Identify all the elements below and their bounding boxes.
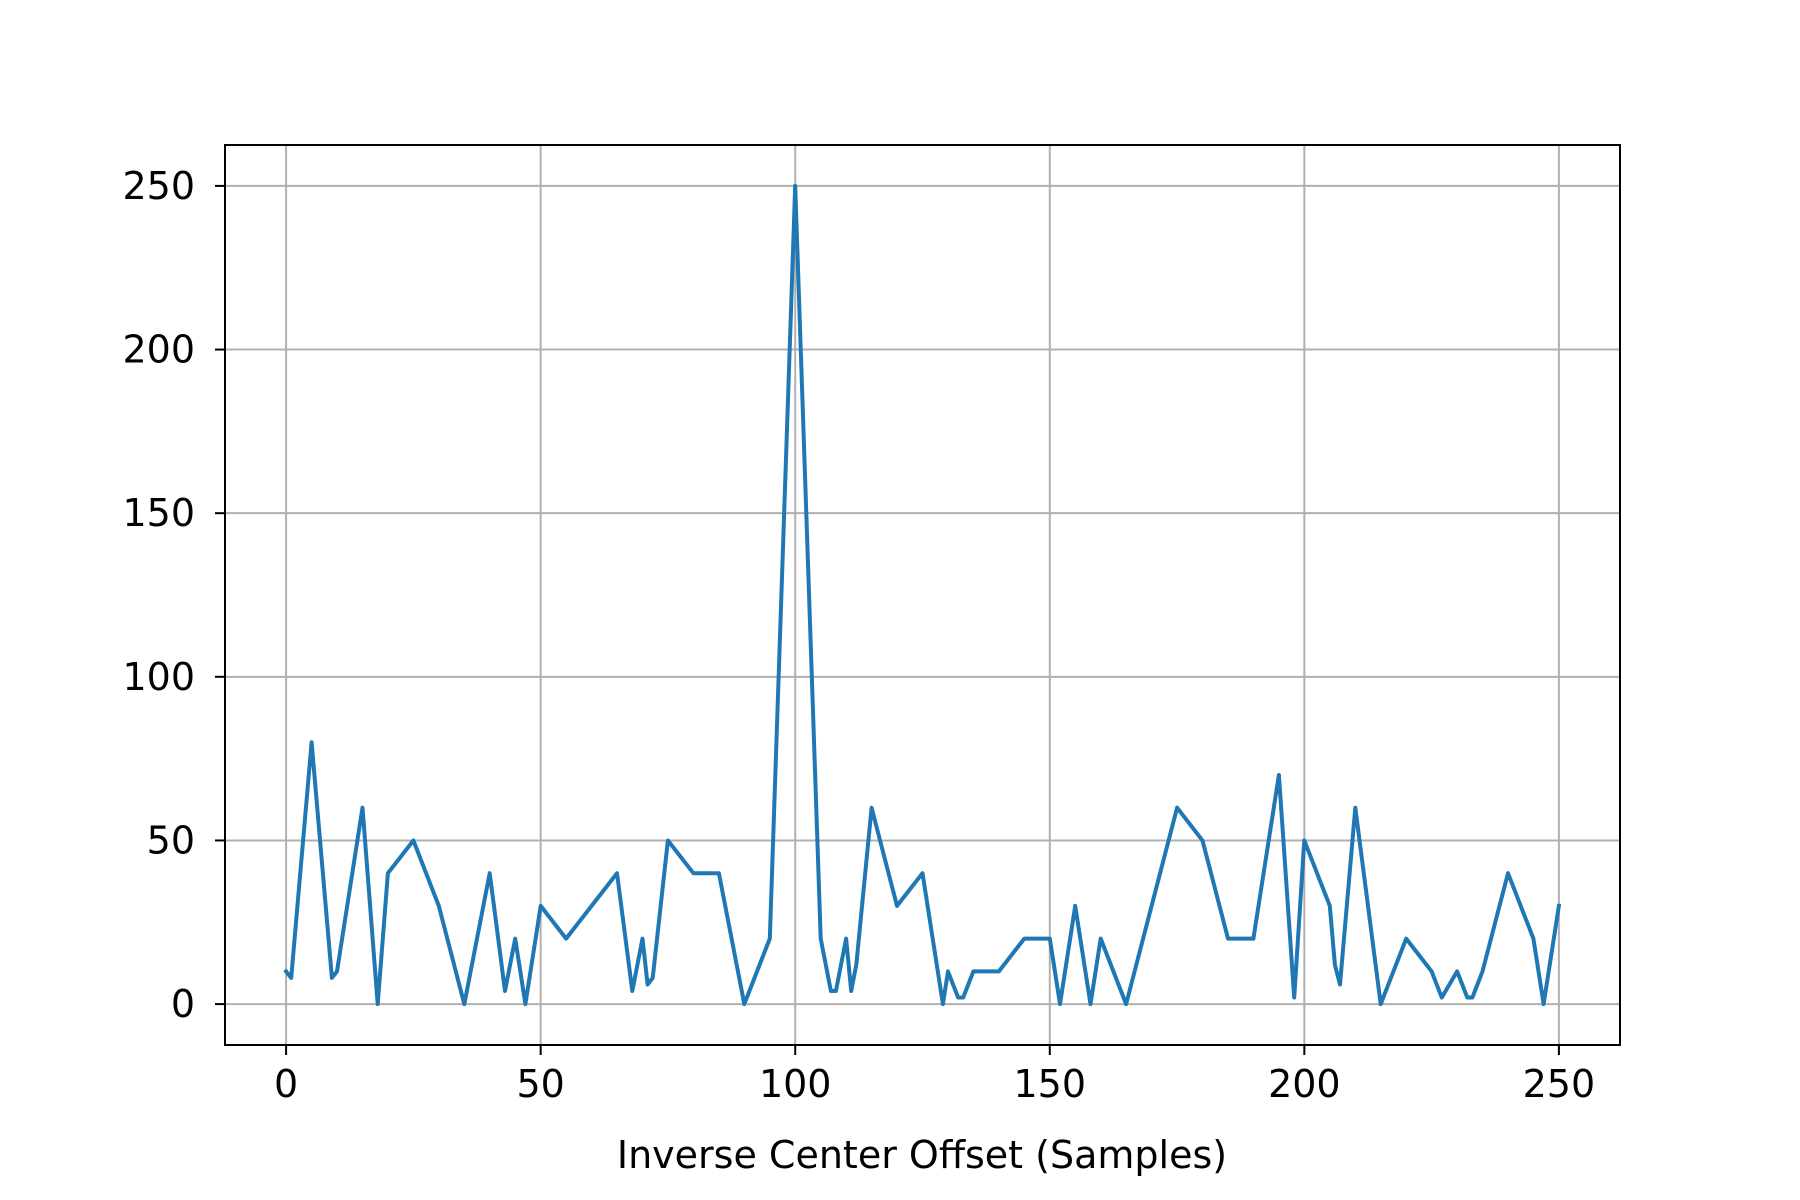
- x-tick-label: 250: [1523, 1062, 1596, 1106]
- y-tick-label: 100: [122, 655, 195, 699]
- x-tick-label: 100: [759, 1062, 832, 1106]
- y-tick-label: 150: [122, 491, 195, 535]
- x-tick-label: 200: [1268, 1062, 1341, 1106]
- plot-area: [225, 145, 1620, 1045]
- x-axis-label: Inverse Center Offset (Samples): [617, 1133, 1227, 1177]
- y-tick-label: 50: [147, 818, 195, 862]
- plot-frame: [224, 144, 1621, 1046]
- grid-lines: [225, 145, 1620, 1045]
- series-layer: [283, 183, 1562, 1007]
- x-tick-label: 50: [516, 1062, 564, 1106]
- x-tick-label: 0: [274, 1062, 298, 1106]
- y-tick-label: 0: [171, 982, 195, 1026]
- x-axis-ticks: 0 50 100 150 200 250: [274, 1045, 1595, 1106]
- series-line: [283, 183, 1562, 1007]
- x-tick-label: 150: [1014, 1062, 1087, 1106]
- y-tick-label: 250: [122, 164, 195, 208]
- y-axis-ticks: 0 50 100 150 200 250: [122, 164, 225, 1026]
- y-tick-label: 200: [122, 328, 195, 372]
